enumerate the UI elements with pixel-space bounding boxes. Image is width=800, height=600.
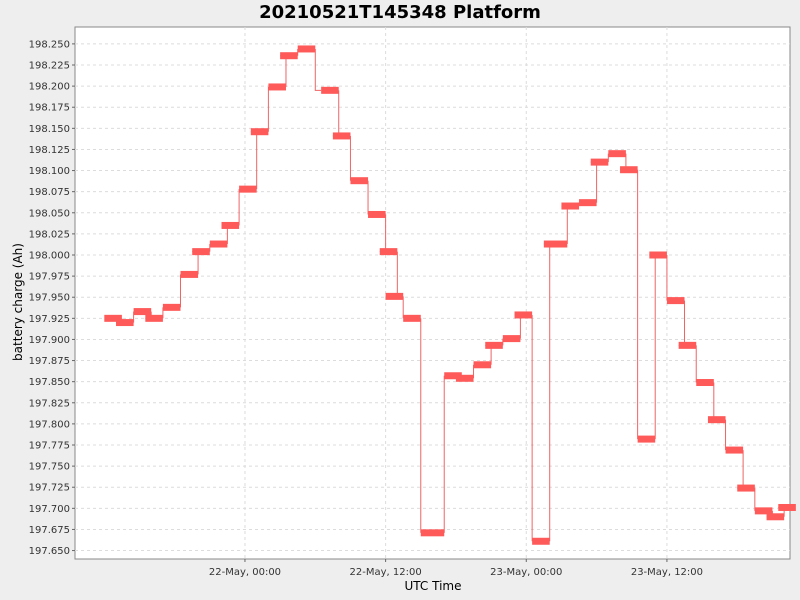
series-bars bbox=[104, 45, 796, 545]
data-bar bbox=[473, 361, 492, 369]
data-bar bbox=[403, 314, 421, 322]
series-connector bbox=[314, 48, 322, 91]
data-bar bbox=[608, 150, 626, 158]
data-bar bbox=[444, 372, 462, 380]
data-bar bbox=[678, 341, 697, 349]
data-bar bbox=[514, 311, 533, 319]
y-tick-label: 198.075 bbox=[29, 187, 70, 198]
y-tick-label: 197.975 bbox=[29, 272, 70, 283]
x-tick-label: 23-May, 00:00 bbox=[490, 567, 562, 578]
data-bar bbox=[725, 446, 744, 454]
data-bar bbox=[104, 314, 122, 322]
y-tick-label: 197.675 bbox=[29, 525, 70, 536]
data-bar bbox=[590, 158, 609, 166]
data-bar bbox=[321, 86, 339, 94]
data-bar bbox=[532, 537, 550, 545]
y-tick-label: 197.800 bbox=[29, 419, 70, 430]
data-bar bbox=[778, 503, 796, 511]
y-tick-label: 197.875 bbox=[29, 356, 70, 367]
y-tick-label: 197.750 bbox=[29, 462, 70, 473]
data-bar bbox=[239, 185, 257, 193]
x-tick-label: 22-May, 00:00 bbox=[209, 567, 281, 578]
y-axis: 197.650 197.675 197.700 197.725 197.750 197.7… bbox=[29, 39, 75, 557]
data-bar bbox=[637, 435, 656, 443]
plot-area bbox=[74, 26, 791, 560]
y-tick-label: 198.150 bbox=[29, 124, 70, 135]
data-bar bbox=[350, 177, 369, 185]
y-tick-label: 198.125 bbox=[29, 145, 70, 156]
data-bar bbox=[250, 128, 269, 136]
x-tick-label: 22-May, 12:00 bbox=[350, 567, 422, 578]
data-bar bbox=[455, 374, 474, 382]
y-tick-label: 198.225 bbox=[29, 61, 70, 72]
data-bar bbox=[221, 221, 240, 229]
data-bar bbox=[192, 248, 210, 256]
y-tick-label: 198.250 bbox=[29, 39, 70, 50]
data-bar bbox=[145, 314, 163, 322]
y-tick-label: 197.925 bbox=[29, 314, 70, 325]
x-axis-label: UTC Time bbox=[405, 579, 462, 593]
data-bar bbox=[209, 240, 228, 248]
data-bar bbox=[766, 513, 785, 521]
y-tick-label: 198.100 bbox=[29, 166, 70, 177]
data-bar bbox=[754, 507, 773, 515]
data-bar bbox=[579, 199, 597, 207]
data-bar bbox=[696, 379, 714, 387]
y-tick-label: 197.725 bbox=[29, 483, 70, 494]
data-bar bbox=[268, 83, 286, 91]
data-bar bbox=[180, 270, 199, 278]
y-tick-label: 197.825 bbox=[29, 398, 70, 409]
data-bar bbox=[385, 292, 404, 300]
data-bar bbox=[420, 529, 445, 537]
data-bar bbox=[561, 202, 580, 210]
y-tick-label: 197.650 bbox=[29, 546, 70, 557]
y-tick-label: 197.700 bbox=[29, 504, 70, 515]
chart-title: 20210521T145348 Platform bbox=[259, 2, 541, 23]
data-bar bbox=[737, 484, 755, 492]
y-tick-label: 197.900 bbox=[29, 335, 70, 346]
y-tick-label: 198.025 bbox=[29, 229, 70, 240]
y-tick-label: 198.175 bbox=[29, 103, 70, 114]
x-tick-label: 23-May, 12:00 bbox=[631, 567, 703, 578]
data-bar bbox=[649, 251, 667, 259]
data-bar bbox=[485, 341, 503, 349]
data-bar bbox=[502, 335, 521, 343]
data-bar bbox=[666, 297, 685, 305]
data-bar bbox=[162, 303, 181, 311]
y-tick-label: 198.000 bbox=[29, 251, 70, 262]
y-tick-label: 198.050 bbox=[29, 208, 70, 219]
x-axis: 22-May, 00:00 22-May, 12:00 23-May, 00:00 2… bbox=[209, 559, 703, 578]
data-bar bbox=[620, 166, 638, 174]
data-bar bbox=[133, 308, 152, 316]
data-bar bbox=[707, 416, 726, 424]
y-tick-label: 197.850 bbox=[29, 377, 70, 388]
data-bar bbox=[379, 248, 398, 256]
data-bar bbox=[116, 319, 134, 327]
data-bar bbox=[332, 132, 351, 140]
grid-lines bbox=[75, 27, 790, 559]
y-axis-label: battery charge (Ah) bbox=[11, 243, 25, 361]
y-tick-label: 197.775 bbox=[29, 441, 70, 452]
data-bar bbox=[280, 52, 298, 60]
data-bar bbox=[543, 240, 568, 248]
y-tick-label: 197.950 bbox=[29, 293, 70, 304]
data-bar bbox=[297, 45, 316, 53]
data-bar bbox=[368, 210, 386, 218]
y-tick-label: 198.200 bbox=[29, 82, 70, 93]
